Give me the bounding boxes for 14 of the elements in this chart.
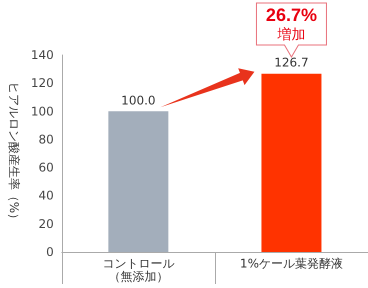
data-label: 126.7	[274, 56, 309, 70]
y-tick-label: 20	[38, 216, 54, 231]
y-tick-label: 80	[38, 132, 54, 146]
data-label: 100.0	[121, 93, 156, 108]
y-tick-label: 120	[30, 76, 54, 90]
y-tick-label: 0	[46, 245, 54, 259]
y-tick-label: 100	[30, 104, 54, 118]
y-tick-label: 140	[30, 48, 54, 62]
y-tick-label: 40	[38, 188, 54, 203]
x-tick-label: 1%ケール葉発酵液	[240, 256, 343, 270]
x-tick-label: コントロール（無添加）	[102, 256, 174, 284]
y-axis-title: ヒアルロン酸産生率（%）	[7, 82, 21, 226]
y-tick-label: 60	[38, 160, 54, 175]
text: 26.7% 増加	[266, 5, 317, 43]
